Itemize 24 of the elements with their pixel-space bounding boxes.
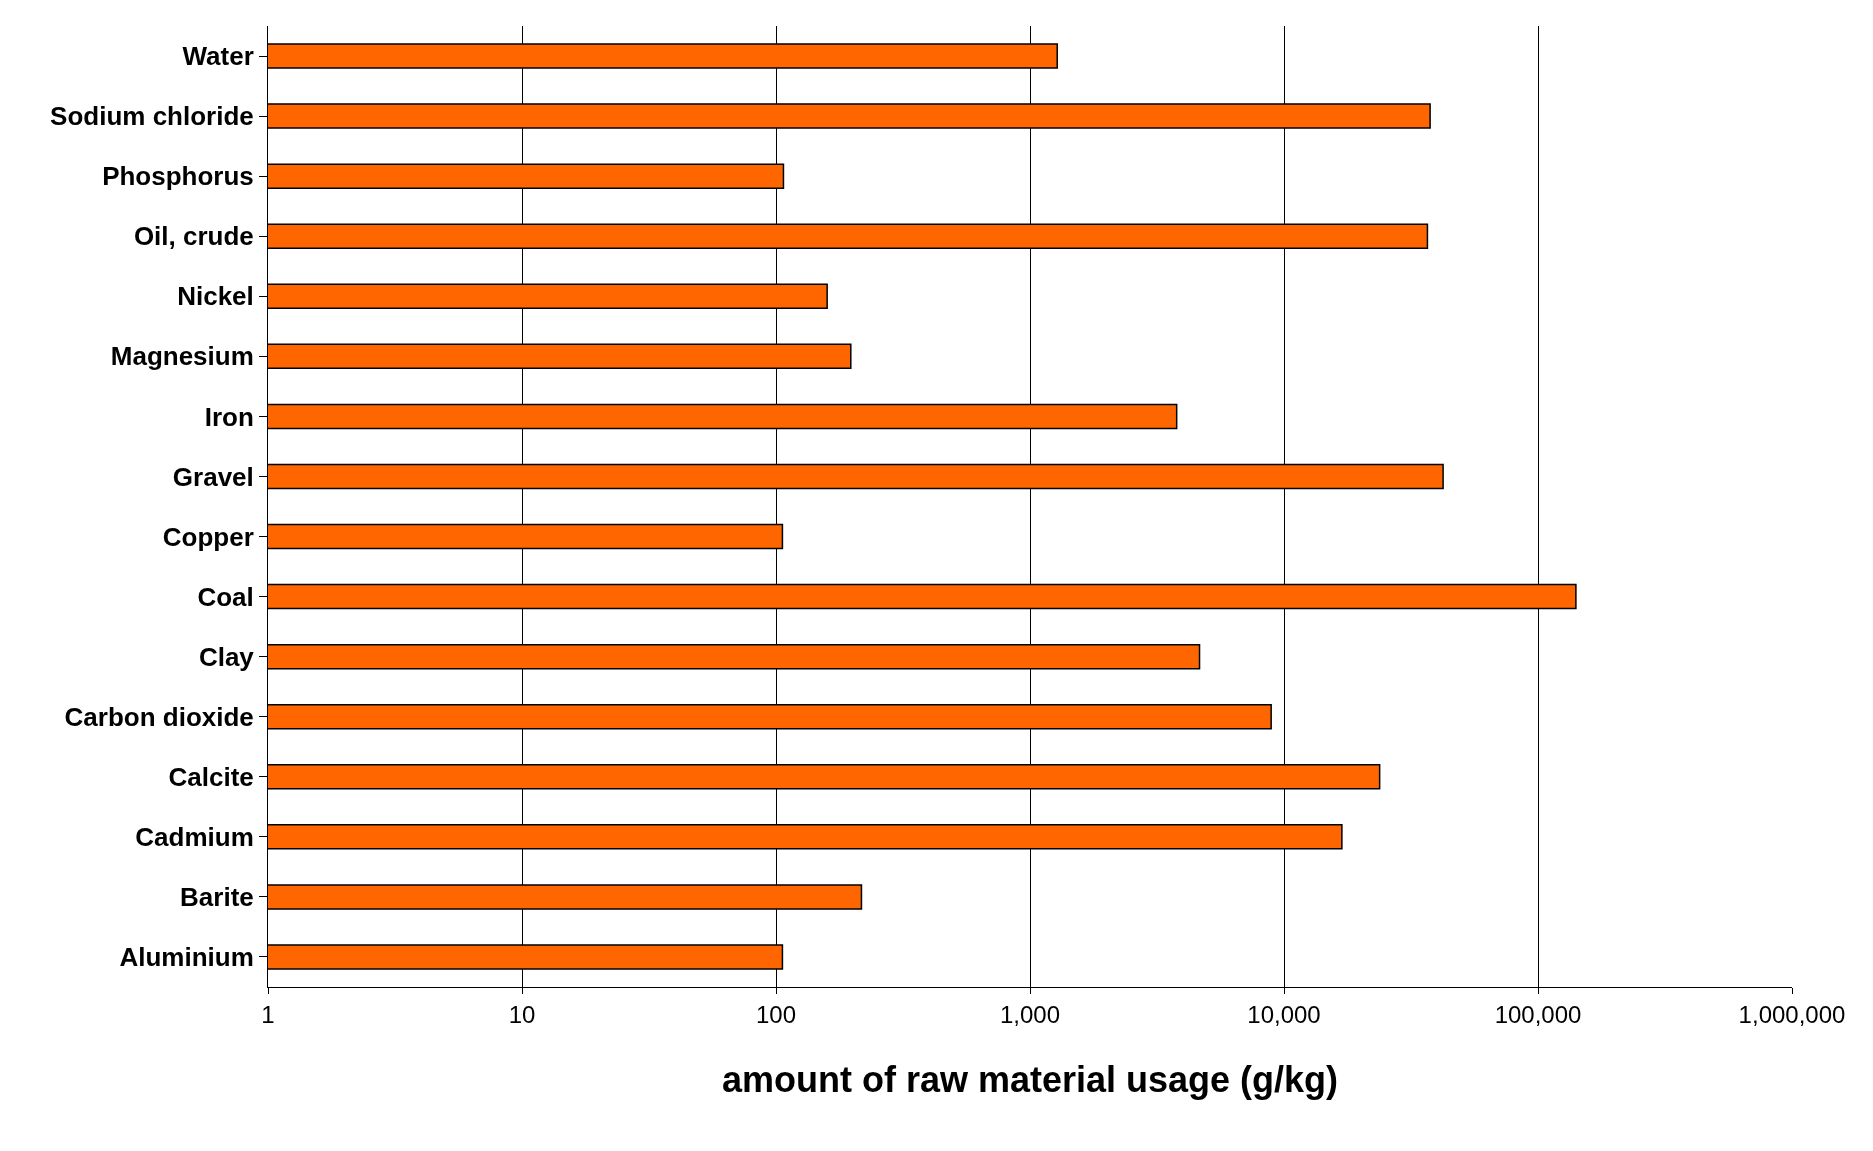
y-tick-label: Sodium chloride [50,101,254,132]
y-tick-label: Carbon dioxide [64,701,254,732]
y-tick-label: Cadmium [135,821,254,852]
x-tick-label: 100 [755,1000,797,1028]
x-tick-label: 1 [261,1000,275,1028]
y-tick-label: Iron [204,401,254,432]
y-tick-label: Clay [198,641,255,672]
x-tick-label: 1,000,000 [1738,1000,1846,1028]
y-tick-label: Magnesium [110,341,254,372]
y-tick-label: Copper [162,521,254,552]
y-tick-label: Coal [197,581,254,612]
y-tick-label: Water [182,41,254,72]
y-tick-label: Aluminium [119,942,254,973]
y-tick-label: Gravel [172,461,254,492]
y-tick-label: Barite [180,882,254,913]
y-tick-label: Oil, crude [133,221,254,252]
x-tick-label: 10,000 [1247,1000,1321,1028]
x-tick-label: 100,000 [1494,1000,1582,1028]
y-tick-label: Phosphorus [102,161,254,192]
x-tick-label: 1,000 [999,1000,1061,1028]
x-tick-label: 10 [508,1000,536,1028]
x-axis-title: amount of raw material usage (g/kg) [721,1059,1339,1101]
y-tick-label: Nickel [177,281,254,312]
y-tick-label: Calcite [168,761,254,792]
